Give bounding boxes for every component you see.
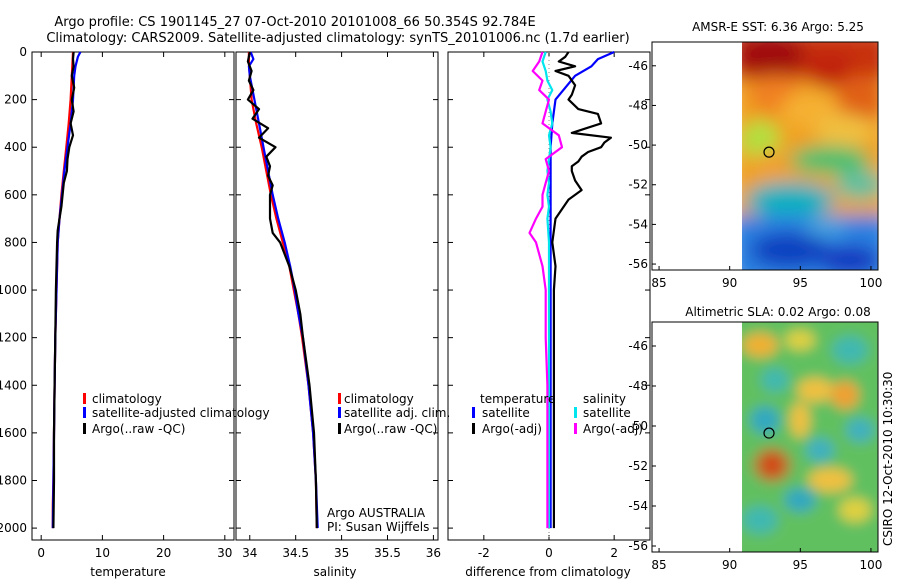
float-info-pi: PI: Susan Wijffels: [327, 520, 429, 534]
legend-swatch-climatology: [83, 393, 86, 404]
sst-map-title: AMSR-E SST: 6.36 Argo: 5.25: [692, 20, 864, 34]
map-x-tick-label: 95: [793, 276, 808, 290]
side-timestamp-label: CSIRO 12-Oct-2010 10:30:30: [881, 372, 895, 546]
series-line-salinity-argo-adj-: [528, 51, 564, 529]
series-line-temperature-argo-adj-: [551, 51, 613, 529]
y-tick-label: 600: [4, 188, 27, 202]
series-line-argo-raw-qc-: [52, 51, 76, 529]
legend-label-argo: Argo(..raw -QC): [92, 422, 185, 436]
legend-label-temp-satellite: satellite: [482, 406, 530, 420]
x-tick-label: 35: [334, 546, 349, 560]
salinity-legend: climatology satellite adj. clim. Argo(..…: [327, 392, 450, 534]
y-tick-label: 0: [19, 45, 27, 59]
legend-label-satellite: satellite adj. clim.: [344, 406, 450, 420]
sst-map-axes: 85 90 95 100 -46 -48 -50 -52 -54 -56: [628, 59, 882, 290]
x-tick-label: 35.5: [374, 546, 401, 560]
map-y-tick-label: -52: [628, 459, 648, 473]
map-x-tick-label: 100: [859, 558, 882, 572]
y-tick-label: 1400: [0, 378, 27, 392]
difference-legend: temperature satellite Argo(-adj) salinit…: [472, 392, 643, 436]
salinity-panel-frame: [235, 51, 439, 541]
legend-label-climatology: climatology: [344, 392, 414, 406]
legend-swatch-temp-argo: [472, 423, 475, 434]
legend-swatch-temp-satellite: [472, 407, 475, 418]
y-tick-label: 1200: [0, 331, 27, 345]
legend-label-argo: Argo(..raw -QC): [344, 422, 437, 436]
figure-title-line2: Climatology: CARS2009. Satellite-adjuste…: [46, 31, 629, 46]
sst-float-marker: [763, 146, 775, 158]
legend-label-temp-argo: Argo(-adj): [482, 422, 542, 436]
map-y-tick-label: -48: [628, 379, 648, 393]
map-y-tick-label: -52: [628, 178, 648, 192]
y-tick-label: 400: [4, 140, 27, 154]
y-tick-label: 2000: [0, 521, 27, 535]
legend-swatch-sal-satellite: [574, 407, 577, 418]
sst-map-field: [742, 42, 878, 270]
legend-swatch-climatology: [338, 393, 341, 404]
legend-swatch-satellite: [338, 407, 341, 418]
temperature-panel-frame: [31, 51, 235, 541]
x-tick-label: 0: [545, 546, 553, 560]
x-tick-label: 30: [217, 546, 232, 560]
legend-title-temperature: temperature: [480, 392, 555, 406]
x-tick-label: 2: [610, 546, 618, 560]
sla-map-axes: 85 90 95 100 -46 -48 -50 -52 -54 -56: [628, 339, 882, 572]
series-line-temperature-satellite: [549, 50, 615, 529]
sst-map-frame: [651, 41, 879, 271]
map-x-tick-label: 90: [722, 558, 737, 572]
map-y-tick-label: -54: [628, 217, 648, 231]
salinity-plot: 34 34.5 35 35.5 36: [236, 51, 441, 560]
legend-title-salinity: salinity: [583, 392, 626, 406]
sla-map-title: Altimetric SLA: 0.02 Argo: 0.08: [685, 305, 870, 319]
x-tick-label: 34: [242, 546, 257, 560]
sla-float-marker: [763, 427, 775, 439]
difference-x-axis-label: difference from climatology: [465, 565, 631, 579]
y-tick-label: 1800: [0, 473, 27, 487]
float-info-country: Argo AUSTRALIA: [327, 506, 426, 520]
x-tick-label: -2: [478, 546, 490, 560]
legend-swatch-argo: [338, 423, 341, 434]
map-y-tick-label: -56: [628, 257, 648, 271]
difference-plot: -2 0 2: [448, 50, 650, 560]
x-tick-label: 20: [156, 546, 171, 560]
legend-label-sal-satellite: satellite: [583, 406, 631, 420]
map-y-tick-label: -54: [628, 499, 648, 513]
temperature-plot: 0 10 20 30 0 200 400 600 800 1000 1200 1400 1600 1800…: [0, 45, 234, 560]
legend-swatch-argo: [83, 423, 86, 434]
legend-label-sal-argo: Argo(-adj): [583, 422, 643, 436]
legend-label-satellite: satellite-adjusted climatology: [92, 406, 270, 420]
figure-title-line1: Argo profile: CS 1901145_27 07-Oct-2010 …: [54, 15, 535, 30]
sla-map-frame: [651, 321, 879, 553]
map-y-tick-label: -50: [628, 419, 648, 433]
legend-swatch-satellite: [83, 407, 86, 418]
map-y-tick-label: -50: [628, 138, 648, 152]
map-x-tick-label: 85: [651, 558, 666, 572]
x-tick-label: 36: [426, 546, 441, 560]
y-tick-label: 800: [4, 235, 27, 249]
y-tick-label: 200: [4, 93, 27, 107]
sla-map: Altimetric SLA: 0.02 Argo: 0.08: [628, 305, 882, 572]
temperature-legend: climatology satellite-adjusted climatolo…: [83, 392, 270, 436]
legend-label-climatology: climatology: [92, 392, 162, 406]
sst-map: AMSR-E SST: 6.36 Argo: 5.25: [628, 20, 882, 290]
y-tick-label: 1000: [0, 283, 27, 297]
map-x-tick-label: 95: [793, 558, 808, 572]
series-line-argo-raw-qc-: [246, 51, 318, 529]
map-x-tick-label: 100: [859, 276, 882, 290]
map-y-tick-label: -46: [628, 59, 648, 73]
map-y-tick-label: -56: [628, 539, 648, 553]
legend-swatch-sal-argo: [574, 423, 577, 434]
y-tick-label: 1600: [0, 426, 27, 440]
map-x-tick-label: 90: [722, 276, 737, 290]
x-tick-label: 0: [37, 546, 45, 560]
sla-map-field: [742, 322, 878, 552]
x-tick-label: 34.5: [282, 546, 309, 560]
map-x-tick-label: 85: [651, 276, 666, 290]
x-tick-label: 10: [95, 546, 110, 560]
map-y-tick-label: -48: [628, 98, 648, 112]
map-y-tick-label: -46: [628, 339, 648, 353]
salinity-x-axis-label: salinity: [313, 565, 356, 579]
temperature-x-axis-label: temperature: [90, 565, 165, 579]
